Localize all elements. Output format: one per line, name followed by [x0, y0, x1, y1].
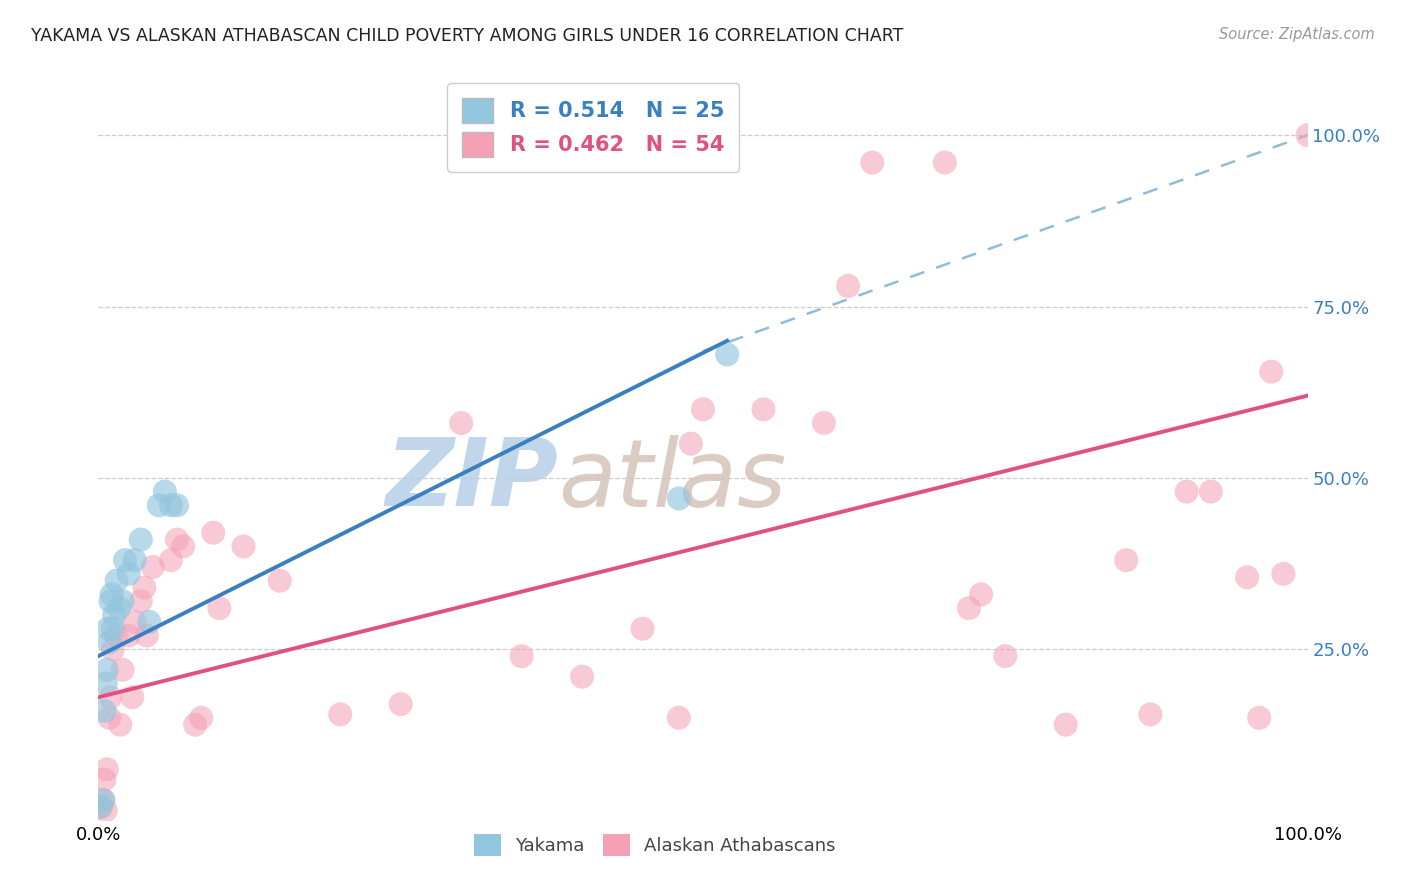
Point — [1054, 717, 1077, 731]
Point — [97, 622, 120, 636]
Point — [166, 533, 188, 547]
Point — [1236, 570, 1258, 584]
Point — [668, 491, 690, 506]
Point — [232, 540, 254, 554]
Point — [98, 711, 121, 725]
Point — [142, 560, 165, 574]
Point — [208, 601, 231, 615]
Point — [100, 690, 122, 705]
Point — [1260, 365, 1282, 379]
Point — [124, 553, 146, 567]
Point — [571, 670, 593, 684]
Point — [631, 622, 654, 636]
Point — [153, 484, 176, 499]
Point — [1249, 711, 1271, 725]
Point — [118, 628, 141, 642]
Point — [148, 498, 170, 512]
Point — [934, 155, 956, 169]
Point — [1139, 707, 1161, 722]
Point — [98, 635, 121, 649]
Point — [93, 704, 115, 718]
Point — [103, 607, 125, 622]
Point — [111, 594, 134, 608]
Point — [860, 155, 883, 169]
Point — [100, 587, 122, 601]
Point — [124, 615, 146, 629]
Point — [160, 553, 183, 567]
Point — [94, 803, 117, 817]
Point — [94, 676, 117, 690]
Point — [692, 402, 714, 417]
Point — [118, 566, 141, 581]
Point — [269, 574, 291, 588]
Point — [184, 717, 207, 731]
Point — [101, 622, 124, 636]
Point — [172, 540, 194, 554]
Point — [93, 772, 115, 787]
Point — [134, 581, 156, 595]
Point — [105, 628, 128, 642]
Point — [190, 711, 212, 725]
Text: Source: ZipAtlas.com: Source: ZipAtlas.com — [1219, 27, 1375, 42]
Text: ZIP: ZIP — [385, 434, 558, 526]
Point — [1296, 128, 1319, 142]
Text: YAKAMA VS ALASKAN ATHABASCAN CHILD POVERTY AMONG GIRLS UNDER 16 CORRELATION CHAR: YAKAMA VS ALASKAN ATHABASCAN CHILD POVER… — [31, 27, 903, 45]
Point — [90, 800, 112, 814]
Point — [91, 793, 114, 807]
Point — [813, 416, 835, 430]
Point — [1115, 553, 1137, 567]
Point — [716, 347, 738, 361]
Point — [135, 628, 157, 642]
Point — [1199, 484, 1222, 499]
Point — [96, 663, 118, 677]
Point — [105, 574, 128, 588]
Point — [1272, 566, 1295, 581]
Point — [202, 525, 225, 540]
Point — [837, 279, 859, 293]
Point — [90, 800, 112, 814]
Point — [160, 498, 183, 512]
Point — [389, 697, 412, 711]
Point — [994, 649, 1017, 664]
Point — [129, 533, 152, 547]
Point — [752, 402, 775, 417]
Point — [970, 587, 993, 601]
Point — [114, 553, 136, 567]
Point — [108, 601, 131, 615]
Legend: Yakama, Alaskan Athabascans: Yakama, Alaskan Athabascans — [467, 827, 842, 863]
Point — [96, 762, 118, 776]
Point — [121, 690, 143, 705]
Point — [166, 498, 188, 512]
Point — [668, 711, 690, 725]
Point — [108, 717, 131, 731]
Point — [679, 436, 702, 450]
Point — [100, 594, 122, 608]
Point — [129, 594, 152, 608]
Point — [138, 615, 160, 629]
Point — [111, 663, 134, 677]
Point — [1175, 484, 1198, 499]
Text: atlas: atlas — [558, 434, 786, 525]
Point — [101, 642, 124, 657]
Point — [329, 707, 352, 722]
Point — [91, 793, 114, 807]
Point — [957, 601, 980, 615]
Point — [450, 416, 472, 430]
Point — [510, 649, 533, 664]
